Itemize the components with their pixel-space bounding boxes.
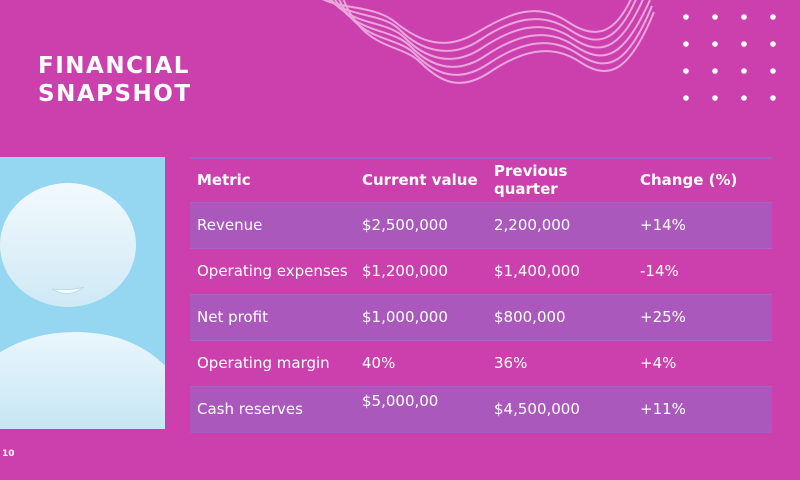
cell-previous: $1,400,000 — [494, 262, 580, 280]
header-change: Change (%) — [640, 171, 738, 190]
cell-metric: Net profit — [197, 308, 268, 326]
table-row: Net profit $1,000,000 $800,000 +25% — [190, 294, 772, 340]
cell-previous: 2,200,000 — [494, 216, 571, 234]
cell-current: $1,200,000 — [362, 262, 448, 280]
cell-metric: Revenue — [197, 216, 263, 234]
table-row: Operating margin 40% 36% +4% — [190, 340, 772, 386]
cell-current: $5,000,00 — [362, 391, 439, 410]
cell-current: $1,000,000 — [362, 308, 448, 326]
placeholder-person-photo — [0, 157, 165, 429]
cell-previous: $800,000 — [494, 308, 566, 326]
header-metric: Metric — [197, 171, 251, 190]
financial-table: Metric Current value Previous quarter Ch… — [190, 157, 772, 433]
financial-table-container: Metric Current value Previous quarter Ch… — [190, 157, 772, 433]
cell-previous: 36% — [494, 354, 528, 372]
cell-change: +11% — [640, 399, 686, 418]
header-previous-quarter: Previous quarter — [494, 162, 568, 199]
dot-grid-icon — [683, 14, 776, 101]
table-row: Cash reserves $5,000,00 $4,500,000 +11% — [190, 386, 772, 432]
cell-change: -14% — [640, 262, 679, 280]
cell-previous: $4,500,000 — [494, 399, 580, 418]
wavy-lines-icon — [322, 0, 655, 84]
person-silhouette-icon — [0, 157, 165, 429]
title-line-2: SNAPSHOT — [38, 81, 192, 107]
table-row: Operating expenses $1,200,000 $1,400,000… — [190, 248, 772, 294]
header-current-value: Current value — [362, 171, 478, 190]
title-line-1: FINANCIAL — [38, 53, 190, 79]
cell-metric: Operating expenses — [197, 262, 348, 280]
cell-current: $2,500,000 — [362, 216, 448, 234]
slide-title: FINANCIAL SNAPSHOT — [38, 52, 192, 108]
page-number: 10 — [2, 449, 15, 459]
table-row: Revenue $2,500,000 2,200,000 +14% — [190, 202, 772, 248]
cell-change: +14% — [640, 216, 686, 234]
cell-change: +25% — [640, 308, 686, 326]
cell-change: +4% — [640, 354, 677, 372]
cell-current: 40% — [362, 354, 396, 372]
table-header-row: Metric Current value Previous quarter Ch… — [190, 158, 772, 202]
cell-metric: Cash reserves — [197, 399, 303, 418]
cell-metric: Operating margin — [197, 354, 330, 372]
